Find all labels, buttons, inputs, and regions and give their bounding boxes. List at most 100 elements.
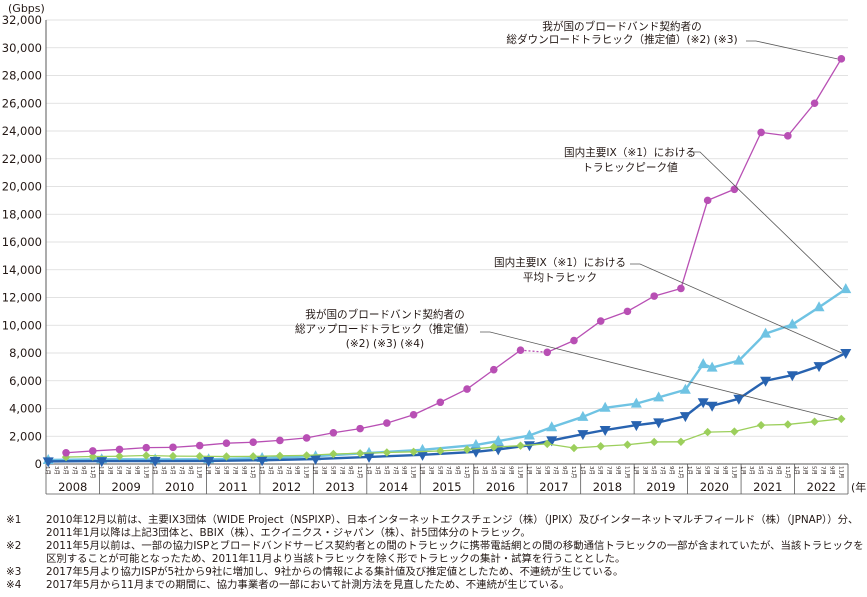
month-tick-label: 9月 [828, 466, 835, 475]
series-line-segment [761, 423, 788, 426]
data-point [463, 385, 471, 393]
data-point [195, 452, 204, 461]
data-point [757, 128, 765, 137]
series-line-segment [119, 446, 147, 451]
series-line-segment [680, 200, 709, 289]
data-point [706, 401, 718, 412]
month-tick-label: 3月 [214, 466, 221, 475]
data-point [760, 327, 772, 338]
grid-lines [46, 19, 848, 465]
series-line-segment [787, 421, 815, 426]
series-line-segment [627, 295, 655, 312]
data-point [256, 456, 268, 467]
data-point [786, 318, 798, 329]
data-point [489, 442, 498, 452]
month-tick-label: 7月 [231, 466, 238, 475]
series-line-segment [466, 369, 495, 390]
data-point [276, 436, 284, 445]
month-tick-label: 5月 [757, 466, 764, 475]
data-point [569, 443, 579, 453]
series-line-segment [466, 446, 494, 451]
data-point [115, 445, 124, 454]
data-point [577, 410, 589, 421]
month-tick-label: 5月 [490, 466, 497, 475]
y-tick-label: 4,000 [9, 402, 42, 416]
series-line-segment [386, 414, 414, 424]
data-point [697, 358, 709, 369]
data-point [596, 442, 605, 451]
month-tick-label: 11月 [249, 466, 256, 479]
series-line-segment [520, 443, 548, 447]
series-line-segment [600, 310, 628, 322]
month-tick-label: 7月 [606, 466, 613, 475]
series-line-segment [498, 434, 530, 443]
month-tick-label: 11月 [730, 466, 737, 479]
series-line-segment [765, 374, 793, 382]
month-tick-label: 11月 [677, 466, 684, 479]
series-line-segment [761, 131, 788, 137]
month-tick-label: 9月 [454, 466, 461, 475]
series-line-segment [604, 423, 637, 432]
data-point [570, 336, 578, 345]
annotation-text: 国内主要IX（※1）における [494, 256, 626, 269]
annotation-leader-line [746, 40, 838, 60]
footnote-text: 2011年5月以前は、一部の協力ISPとブロードバンドサービス契約者との間のトラ… [46, 540, 864, 565]
data-point [730, 185, 739, 194]
data-point [837, 414, 846, 424]
series-line-segment [66, 450, 93, 454]
series-line-segment [440, 448, 468, 452]
series-line-segment [573, 445, 601, 449]
y-tick-label: 30,000 [2, 41, 42, 55]
y-tick-label: 0 [35, 457, 42, 471]
data-point [222, 439, 231, 447]
year-tick-label: 2019 [646, 480, 675, 494]
series-line-segment [333, 452, 361, 455]
month-tick-label: 7月 [178, 466, 185, 475]
month-tick-label: 9月 [401, 466, 408, 475]
series-line-segment [306, 432, 334, 439]
month-tick-label: 11月 [463, 466, 470, 479]
data-point [142, 451, 151, 460]
data-point [203, 456, 215, 467]
y-tick-label: 20,000 [2, 180, 42, 194]
year-tick-label: 2020 [700, 480, 729, 494]
month-tick-label: 11月 [837, 466, 844, 479]
data-point [653, 391, 665, 402]
data-point [543, 348, 552, 357]
series-line-segment [92, 448, 120, 452]
annotation-text: 国内主要IX（※1）における [564, 146, 696, 159]
data-point [623, 307, 632, 316]
data-point [706, 361, 718, 372]
y-tick-label: 12,000 [2, 291, 42, 305]
month-tick-label: 1月 [44, 466, 51, 475]
series-line-segment [814, 58, 842, 104]
series-line-segment [636, 421, 659, 427]
data-point [363, 452, 375, 463]
series-line-segment [440, 388, 468, 403]
month-tick-label: 11月 [570, 466, 577, 479]
series-line-segment [262, 457, 316, 462]
series-line-segment [600, 444, 628, 447]
series-line-segment [413, 401, 441, 416]
series-line-segment [658, 388, 686, 399]
data-point [649, 437, 659, 447]
month-tick-label: 1月 [205, 466, 212, 475]
series-group [42, 55, 852, 468]
data-point [697, 398, 709, 409]
month-tick-label: 7月 [445, 466, 452, 475]
data-point [596, 317, 605, 325]
data-point [275, 451, 285, 461]
month-tick-label: 9月 [80, 466, 87, 475]
annotation-text: 我が国のブロードバンド契約者の [305, 308, 464, 321]
data-point [249, 438, 257, 447]
data-point [837, 55, 846, 63]
series-line-segment [573, 320, 602, 342]
series-line-segment [253, 439, 280, 443]
annotation-leader-line [480, 331, 838, 420]
data-point [523, 441, 535, 452]
data-point [516, 441, 525, 450]
annotation-leader-line [690, 151, 843, 290]
annotation-text: 我が国のブロードバンド契約者の [542, 20, 701, 33]
month-tick-label: 11月 [303, 466, 310, 479]
